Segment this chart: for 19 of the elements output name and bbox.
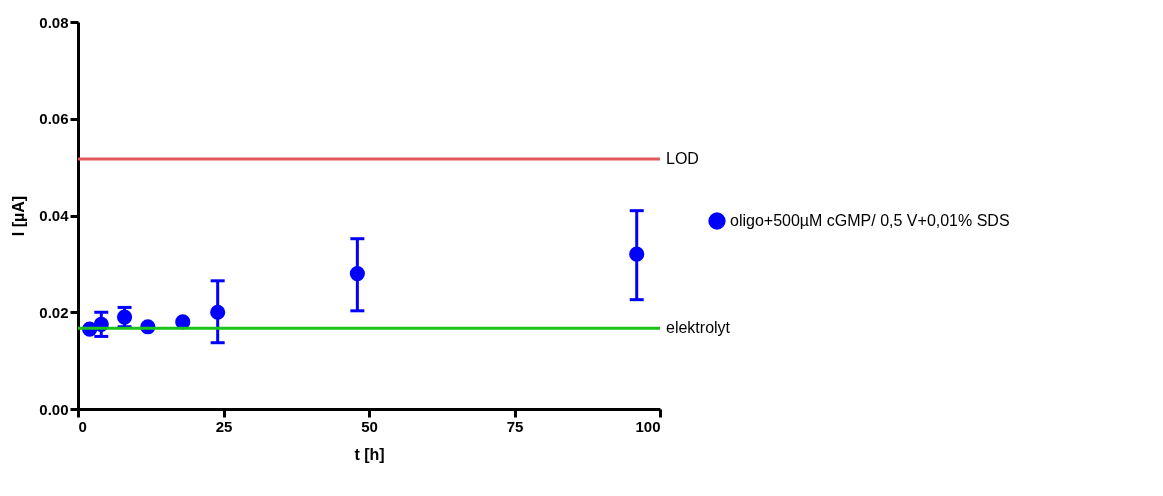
point: [349, 265, 365, 282]
legend-label: oligo+500µM cGMP/ 0,5 V+0,01% SDS: [730, 212, 1010, 229]
ref-line-label: LOD: [666, 149, 699, 167]
y-tick-label: 0.02: [39, 303, 69, 321]
y-tick-label: 0.08: [39, 13, 69, 31]
x-tick-label: 25: [215, 417, 233, 435]
x-tick-label: 75: [506, 417, 524, 435]
x-tick-label: 0: [78, 417, 87, 435]
ref-line-label: elektrolyt: [666, 319, 731, 337]
y-tick-label: 0.04: [39, 207, 70, 224]
point: [116, 309, 133, 325]
x-axis-title: t [h]: [354, 445, 385, 463]
x-tick-label: 100: [635, 417, 661, 435]
y-tick-label: 0.06: [39, 110, 69, 128]
y-axis-title: I [µA]: [10, 195, 28, 237]
point: [210, 304, 226, 320]
point: [629, 246, 645, 262]
y-tick-label: 0.00: [39, 400, 69, 418]
x-tick-label: 50: [361, 417, 378, 435]
